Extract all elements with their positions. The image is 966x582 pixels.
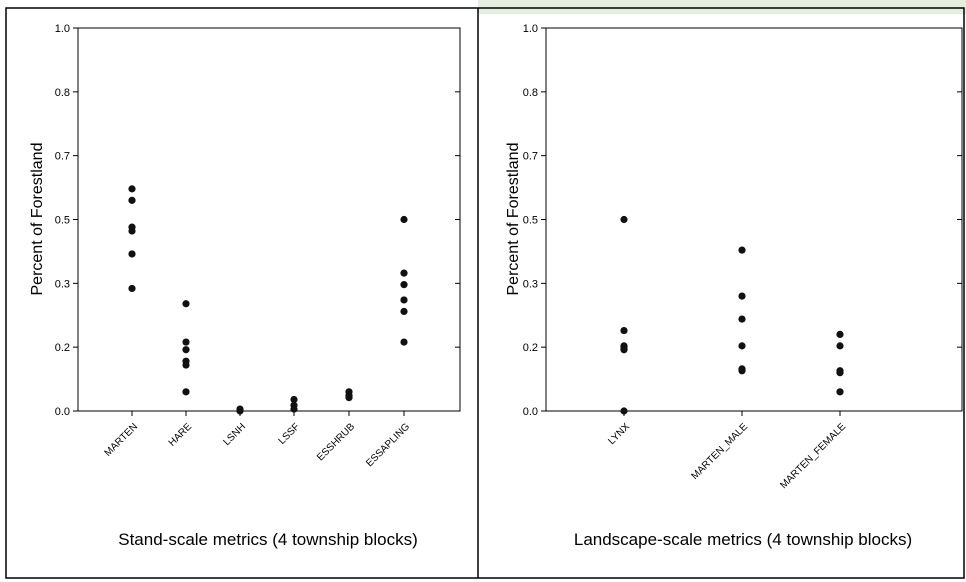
data-point	[128, 250, 136, 258]
y-tick-label: 0.7	[523, 151, 538, 163]
data-point	[128, 284, 136, 293]
stand-y-axis-title: Percent of Forestland	[29, 143, 46, 296]
data-point	[400, 338, 408, 346]
data-point	[400, 281, 408, 289]
data-point	[182, 346, 190, 354]
data-point	[400, 307, 408, 316]
landscape-points	[620, 215, 844, 415]
data-point	[128, 185, 136, 193]
data-point	[738, 246, 746, 254]
y-tick-label: 0.0	[523, 406, 538, 418]
data-point	[182, 388, 190, 396]
data-point	[836, 369, 844, 377]
data-point	[345, 393, 353, 402]
data-point	[620, 326, 628, 335]
data-point	[836, 330, 844, 338]
data-point	[400, 296, 408, 304]
landscape-caption: Landscape-scale metrics (4 township bloc…	[574, 530, 912, 549]
data-point	[400, 269, 408, 277]
y-tick-label: 0.5	[55, 215, 70, 227]
data-point	[620, 407, 628, 415]
y-tick-label: 0.7	[55, 151, 70, 163]
y-tick-label: 0.2	[523, 342, 538, 354]
stand-points	[128, 185, 408, 415]
data-point	[128, 196, 136, 204]
y-tick-label: 0.3	[523, 278, 538, 290]
data-point	[620, 346, 628, 354]
data-point	[738, 367, 746, 375]
landscape-y-axis-title: Percent of Forestland	[505, 143, 522, 296]
data-point	[290, 405, 298, 413]
data-point	[182, 361, 190, 369]
outer-frame	[5, 7, 965, 579]
data-point	[836, 388, 844, 396]
data-point	[236, 407, 244, 415]
y-tick-label: 0.8	[55, 87, 70, 99]
y-tick-label: 0.3	[55, 278, 70, 290]
y-tick-label: 0.2	[55, 342, 70, 354]
y-tick-label: 0.0	[55, 406, 70, 418]
stand-y-ticks: 0.0 0.2 0.3 0.5 0.7 0.8 1.0	[55, 23, 460, 418]
data-point	[738, 342, 746, 350]
data-point	[128, 227, 136, 235]
landscape-y-ticks: 0.0 0.2 0.3 0.5 0.7 0.8 1.0	[523, 23, 962, 418]
data-point	[400, 215, 408, 224]
data-point	[620, 215, 628, 224]
stand-caption: Stand-scale metrics (4 township blocks)	[118, 530, 418, 549]
data-point	[182, 300, 190, 308]
data-point	[290, 395, 298, 404]
data-point	[836, 342, 844, 350]
y-tick-label: 1.0	[55, 23, 70, 35]
y-tick-label: 0.5	[523, 215, 538, 227]
data-point	[182, 338, 190, 346]
data-point	[738, 292, 746, 300]
y-tick-label: 1.0	[523, 23, 538, 35]
y-tick-label: 0.8	[523, 87, 538, 99]
data-point	[738, 315, 746, 323]
top-right-strip	[478, 0, 966, 14]
